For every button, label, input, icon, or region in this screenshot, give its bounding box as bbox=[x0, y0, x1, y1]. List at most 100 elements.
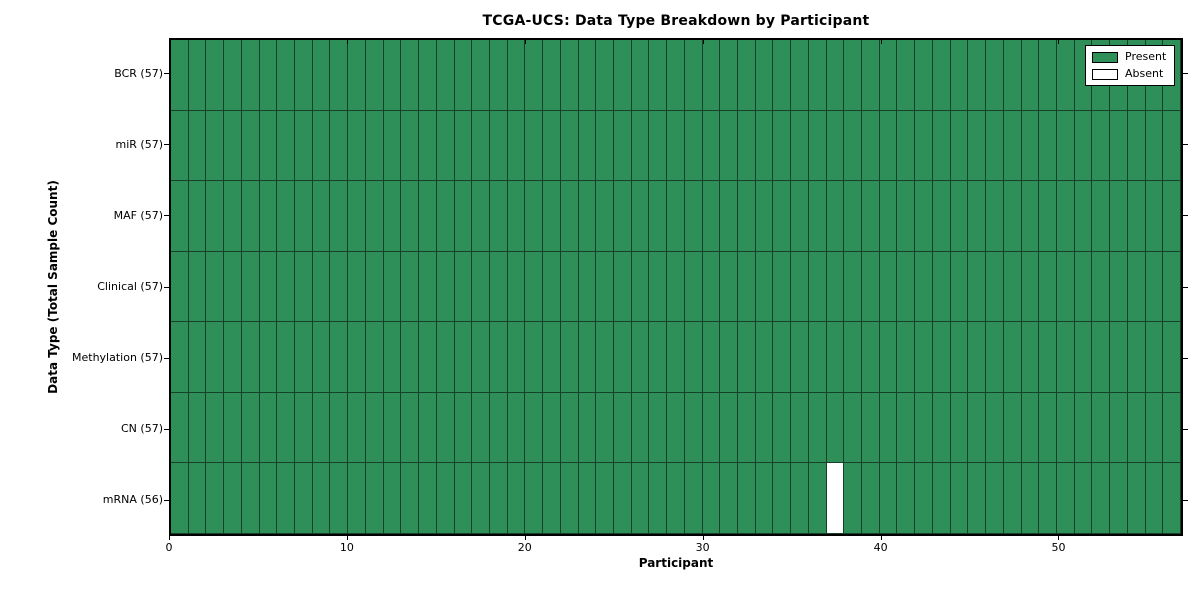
heatmap-cell-BCR-48 bbox=[1021, 40, 1040, 111]
heatmap-cell-mRNA-46 bbox=[986, 463, 1004, 534]
heatmap-cell-CN-21 bbox=[543, 392, 561, 464]
heatmap-cell-BCR-30 bbox=[702, 40, 721, 111]
heatmap-cell-MAF-22 bbox=[560, 181, 579, 252]
heatmap-cell-Clinical-16 bbox=[454, 251, 473, 323]
heatmap-cell-MAF-15 bbox=[436, 181, 455, 252]
heatmap-cell-Methylation-9 bbox=[330, 322, 349, 393]
heatmap-cell-CN-19 bbox=[507, 392, 526, 464]
heatmap-cell-CN-43 bbox=[932, 392, 951, 464]
top-tick-mark bbox=[524, 40, 526, 44]
heatmap-cell-Methylation-34 bbox=[773, 322, 792, 393]
heatmap-cell-CN-8 bbox=[312, 392, 331, 464]
heatmap-cell-BCR-28 bbox=[667, 40, 685, 111]
heatmap-cell-mRNA-43 bbox=[932, 463, 951, 534]
heatmap-cell-Methylation-47 bbox=[1003, 322, 1022, 393]
heatmap-cell-mRNA-41 bbox=[897, 463, 916, 534]
heatmap-cell-Clinical-18 bbox=[489, 251, 508, 323]
heatmap-cell-Clinical-36 bbox=[808, 251, 827, 323]
heatmap-cell-Clinical-39 bbox=[862, 251, 880, 323]
heatmap-cell-mRNA-6 bbox=[277, 463, 296, 534]
heatmap-cell-Clinical-23 bbox=[578, 251, 597, 323]
heatmap-cell-Clinical-38 bbox=[844, 251, 863, 323]
heatmap-cell-CN-52 bbox=[1092, 392, 1111, 464]
heatmap-cell-Clinical-24 bbox=[596, 251, 614, 323]
heatmap-cell-mRNA-25 bbox=[613, 463, 632, 534]
heatmap-cell-BCR-4 bbox=[241, 40, 260, 111]
heatmap-cell-mRNA-36 bbox=[808, 463, 827, 534]
heatmap-cell-MAF-5 bbox=[259, 181, 278, 252]
heatmap-cell-MAF-45 bbox=[968, 181, 987, 252]
heatmap-cell-mRNA-42 bbox=[915, 463, 933, 534]
x-tick-label-0: 0 bbox=[165, 541, 173, 554]
heatmap-cell-mRNA-17 bbox=[472, 463, 490, 534]
heatmap-cell-Clinical-33 bbox=[755, 251, 774, 323]
heatmap-cell-CN-7 bbox=[295, 392, 313, 464]
heatmap-cell-CN-35 bbox=[791, 392, 809, 464]
heatmap-cell-MAF-38 bbox=[844, 181, 863, 252]
heatmap-cell-CN-11 bbox=[365, 392, 384, 464]
heatmap-cell-MAF-12 bbox=[383, 181, 402, 252]
heatmap-cell-BCR-47 bbox=[1003, 40, 1022, 111]
heatmap-cell-BCR-6 bbox=[277, 40, 296, 111]
heatmap-cell-Methylation-24 bbox=[596, 322, 614, 393]
heatmap-cell-mRNA-53 bbox=[1110, 463, 1128, 534]
heatmap-cell-Clinical-11 bbox=[365, 251, 384, 323]
heatmap-cell-mRNA-44 bbox=[950, 463, 969, 534]
heatmap-cell-MAF-31 bbox=[720, 181, 739, 252]
heatmap-cell-BCR-1 bbox=[188, 40, 207, 111]
heatmap-cell-Clinical-9 bbox=[330, 251, 349, 323]
heatmap-cell-MAF-20 bbox=[525, 181, 544, 252]
heatmap-cell-miR-22 bbox=[560, 110, 579, 182]
heatmap-cell-CN-20 bbox=[525, 392, 544, 464]
heatmap-cell-BCR-10 bbox=[348, 40, 366, 111]
heatmap-cell-miR-5 bbox=[259, 110, 278, 182]
heatmap-cell-mRNA-23 bbox=[578, 463, 597, 534]
heatmap-cell-miR-21 bbox=[543, 110, 561, 182]
heatmap-cell-Clinical-43 bbox=[932, 251, 951, 323]
heatmap-cell-BCR-43 bbox=[932, 40, 951, 111]
heatmap-cell-Methylation-19 bbox=[507, 322, 526, 393]
heatmap-cell-CN-44 bbox=[950, 392, 969, 464]
heatmap-cell-CN-1 bbox=[188, 392, 207, 464]
heatmap-cell-Methylation-4 bbox=[241, 322, 260, 393]
heatmap-cell-Methylation-49 bbox=[1039, 322, 1057, 393]
heatmap-cell-BCR-44 bbox=[950, 40, 969, 111]
heatmap-cell-CN-3 bbox=[224, 392, 242, 464]
heatmap-cell-mRNA-2 bbox=[206, 463, 225, 534]
heatmap-cell-BCR-18 bbox=[489, 40, 508, 111]
heatmap-cell-miR-19 bbox=[507, 110, 526, 182]
heatmap-cell-miR-25 bbox=[613, 110, 632, 182]
y-tick-label-MAF: MAF (57) bbox=[113, 208, 163, 222]
bottom-tick-mark bbox=[1058, 536, 1060, 540]
heatmap-cell-CN-50 bbox=[1056, 392, 1075, 464]
heatmap-cell-MAF-39 bbox=[862, 181, 880, 252]
heatmap-cell-miR-55 bbox=[1145, 110, 1164, 182]
heatmap-cell-Methylation-12 bbox=[383, 322, 402, 393]
heatmap-cell-BCR-26 bbox=[631, 40, 650, 111]
heatmap-cell-CN-47 bbox=[1003, 392, 1022, 464]
heatmap-cell-Methylation-44 bbox=[950, 322, 969, 393]
right-tick-mark bbox=[1183, 286, 1188, 288]
heatmap-cell-Clinical-29 bbox=[684, 251, 703, 323]
heatmap-cell-mRNA-28 bbox=[667, 463, 685, 534]
bottom-tick-mark bbox=[524, 536, 526, 540]
heatmap-cell-CN-28 bbox=[667, 392, 685, 464]
heatmap-cell-BCR-39 bbox=[862, 40, 880, 111]
heatmap-cell-mRNA-51 bbox=[1074, 463, 1093, 534]
heatmap-cell-Methylation-21 bbox=[543, 322, 561, 393]
heatmap-cell-miR-9 bbox=[330, 110, 349, 182]
heatmap-cell-BCR-45 bbox=[968, 40, 987, 111]
heatmap-cell-Methylation-1 bbox=[188, 322, 207, 393]
heatmap-cell-mRNA-37 bbox=[826, 463, 845, 534]
heatmap-cell-Clinical-28 bbox=[667, 251, 685, 323]
heatmap-cell-CN-10 bbox=[348, 392, 366, 464]
heatmap-cell-CN-30 bbox=[702, 392, 721, 464]
heatmap-cell-BCR-23 bbox=[578, 40, 597, 111]
heatmap-cell-MAF-17 bbox=[472, 181, 490, 252]
heatmap-cell-CN-55 bbox=[1145, 392, 1164, 464]
heatmap-cell-MAF-13 bbox=[401, 181, 420, 252]
heatmap-cell-miR-20 bbox=[525, 110, 544, 182]
heatmap-cell-CN-15 bbox=[436, 392, 455, 464]
heatmap-cell-MAF-16 bbox=[454, 181, 473, 252]
